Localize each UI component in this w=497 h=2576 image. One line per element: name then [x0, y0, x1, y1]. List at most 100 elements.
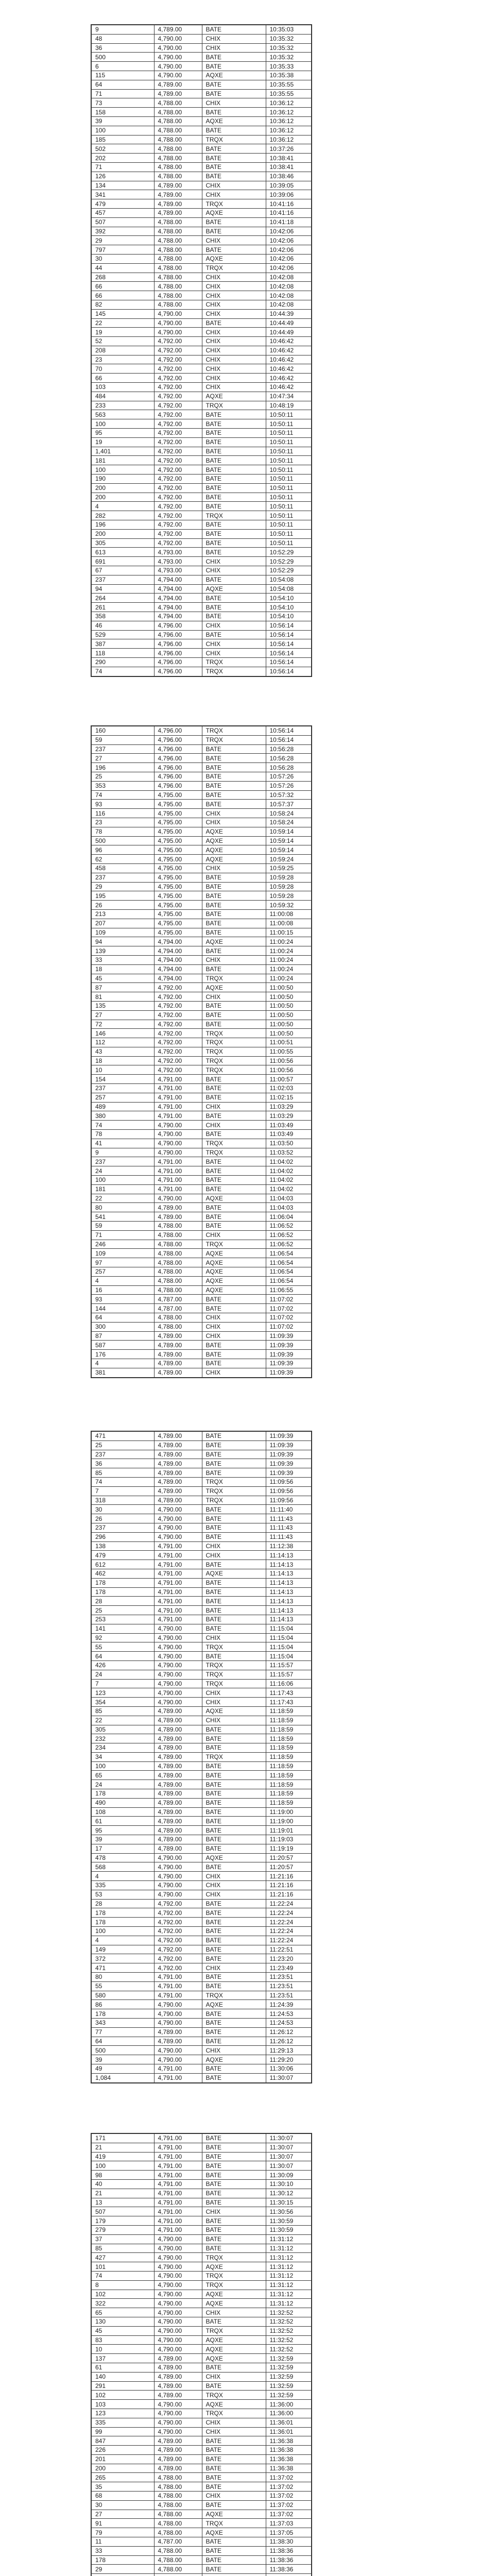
quantity-cell: 123 — [91, 1688, 155, 1698]
trade-row: 144 4,787.00 BATE 11:07:02 — [91, 1303, 312, 1313]
quantity-cell: 305 — [91, 538, 155, 548]
trade-row: 392 4,788.00 BATE 10:42:06 — [91, 226, 312, 236]
price-cell: 4,789.00 — [153, 89, 202, 99]
price-cell: 4,790.00 — [153, 2262, 202, 2272]
time-cell: 10:46:42 — [265, 382, 312, 392]
trade-row: 201 4,789.00 BATE 11:36:38 — [91, 2454, 312, 2464]
trade-row: 55 4,791.00 BATE 11:23:51 — [91, 1981, 312, 1991]
price-cell: 4,792.00 — [153, 373, 202, 383]
venue-cell: CHIX — [201, 1688, 266, 1698]
venue-cell: BATE — [201, 1816, 266, 1826]
venue-cell: TRQX — [201, 2518, 266, 2529]
trade-row: 8 4,790.00 TRQX 11:31:12 — [91, 2280, 312, 2290]
trade-row: 126 4,788.00 BATE 10:38:46 — [91, 171, 312, 181]
time-cell: 11:03:49 — [265, 1129, 312, 1139]
price-cell: 4,790.00 — [153, 1880, 202, 1890]
venue-cell: BATE — [201, 1340, 266, 1350]
trade-row: 7 4,789.00 TRQX 11:09:56 — [91, 1486, 312, 1496]
price-cell: 4,789.00 — [153, 199, 202, 209]
time-cell: 11:06:54 — [265, 1258, 312, 1268]
time-cell: 11:36:00 — [265, 2399, 312, 2409]
price-cell: 4,788.00 — [153, 1258, 202, 1268]
trade-row: 21 4,791.00 BATE 11:30:12 — [91, 2188, 312, 2198]
trade-row: 22 4,790.00 AQXE 11:04:03 — [91, 1193, 312, 1204]
quantity-cell: 53 — [91, 1889, 155, 1900]
quantity-cell: 49 — [91, 2063, 155, 2074]
price-cell: 4,796.00 — [153, 725, 202, 736]
price-cell: 4,795.00 — [153, 863, 202, 873]
trade-row: 53 4,790.00 CHIX 11:21:16 — [91, 1889, 312, 1900]
time-cell: 11:30:09 — [265, 2170, 312, 2180]
time-cell: 11:09:39 — [265, 1340, 312, 1350]
time-cell: 11:02:03 — [265, 1083, 312, 1093]
venue-cell: CHIX — [201, 190, 266, 200]
time-cell: 10:59:28 — [265, 891, 312, 901]
time-cell: 10:46:42 — [265, 364, 312, 374]
venue-cell: TRQX — [201, 2390, 266, 2400]
venue-cell: AQXE — [201, 1853, 266, 1863]
trade-row: 353 4,796.00 BATE 10:57:26 — [91, 781, 312, 791]
time-cell: 11:38:36 — [265, 2564, 312, 2574]
trade-row: 257 4,788.00 AQXE 11:06:54 — [91, 1267, 312, 1277]
time-cell: 11:30:07 — [265, 2161, 312, 2171]
time-cell: 10:36:12 — [265, 98, 312, 108]
time-cell: 10:59:32 — [265, 900, 312, 910]
time-cell: 11:06:04 — [265, 1212, 312, 1222]
trade-row: 103 4,792.00 CHIX 10:46:42 — [91, 382, 312, 392]
price-cell: 4,795.00 — [153, 836, 202, 846]
quantity-cell: 141 — [91, 1623, 155, 1634]
price-cell: 4,792.00 — [153, 382, 202, 392]
venue-cell: BATE — [201, 1184, 266, 1194]
time-cell: 11:04:03 — [265, 1202, 312, 1213]
quantity-cell: 10 — [91, 1065, 155, 1075]
quantity-cell: 29 — [91, 235, 155, 246]
trade-row: 95 4,789.00 BATE 11:19:01 — [91, 1825, 312, 1836]
trade-row: 138 4,791.00 CHIX 11:12:38 — [91, 1541, 312, 1551]
price-cell: 4,791.00 — [153, 2197, 202, 2208]
time-cell: 11:00:56 — [265, 1056, 312, 1066]
venue-cell: BATE — [201, 2197, 266, 2208]
quantity-cell: 138 — [91, 1541, 155, 1551]
trade-row: 85 4,790.00 BATE 11:31:12 — [91, 2243, 312, 2253]
price-cell: 4,792.00 — [153, 1010, 202, 1020]
venue-cell: BATE — [201, 1908, 266, 1918]
venue-cell: BATE — [201, 547, 266, 557]
time-cell: 10:54:10 — [265, 593, 312, 603]
price-cell: 4,789.00 — [153, 1825, 202, 1836]
time-cell: 11:32:52 — [265, 2308, 312, 2317]
quantity-cell: 27 — [91, 2509, 155, 2519]
time-cell: 10:56:14 — [265, 620, 312, 631]
quantity-cell: 59 — [91, 1221, 155, 1231]
trade-row: 74 4,796.00 TRQX 10:56:14 — [91, 666, 312, 677]
trade-row: 200 4,792.00 BATE 10:50:11 — [91, 492, 312, 502]
trade-row: 71 4,788.00 CHIX 11:06:52 — [91, 1230, 312, 1240]
price-cell: 4,792.00 — [153, 391, 202, 401]
trade-row: 39 4,790.00 AQXE 11:29:20 — [91, 2055, 312, 2064]
quantity-cell: 265 — [91, 2472, 155, 2483]
venue-cell: CHIX — [201, 1541, 266, 1551]
venue-cell: BATE — [201, 1092, 266, 1103]
trade-row: 458 4,795.00 CHIX 10:59:25 — [91, 863, 312, 873]
quantity-cell: 11 — [91, 2537, 155, 2547]
venue-cell: AQXE — [201, 1248, 266, 1259]
venue-cell: BATE — [201, 1431, 266, 1441]
quantity-cell: 29 — [91, 2564, 155, 2574]
price-cell: 4,790.00 — [153, 33, 202, 44]
price-cell: 4,788.00 — [153, 1248, 202, 1259]
price-cell: 4,789.00 — [153, 208, 202, 218]
venue-cell: CHIX — [201, 98, 266, 108]
time-cell: 10:36:12 — [265, 107, 312, 117]
price-cell: 4,790.00 — [153, 1688, 202, 1698]
venue-cell: BATE — [201, 2133, 266, 2143]
time-cell: 10:56:28 — [265, 753, 312, 764]
price-cell: 4,788.00 — [153, 1221, 202, 1231]
trade-row: 25 4,791.00 BATE 11:14:13 — [91, 1605, 312, 1615]
venue-cell: CHIX — [201, 863, 266, 873]
trade-row: 82 4,788.00 CHIX 10:42:08 — [91, 299, 312, 310]
price-cell: 4,789.00 — [153, 1734, 202, 1744]
quantity-cell: 154 — [91, 1074, 155, 1084]
time-cell: 11:14:13 — [265, 1578, 312, 1588]
quantity-cell: 201 — [91, 2454, 155, 2464]
venue-cell: BATE — [201, 455, 266, 466]
price-cell: 4,790.00 — [153, 1651, 202, 1661]
